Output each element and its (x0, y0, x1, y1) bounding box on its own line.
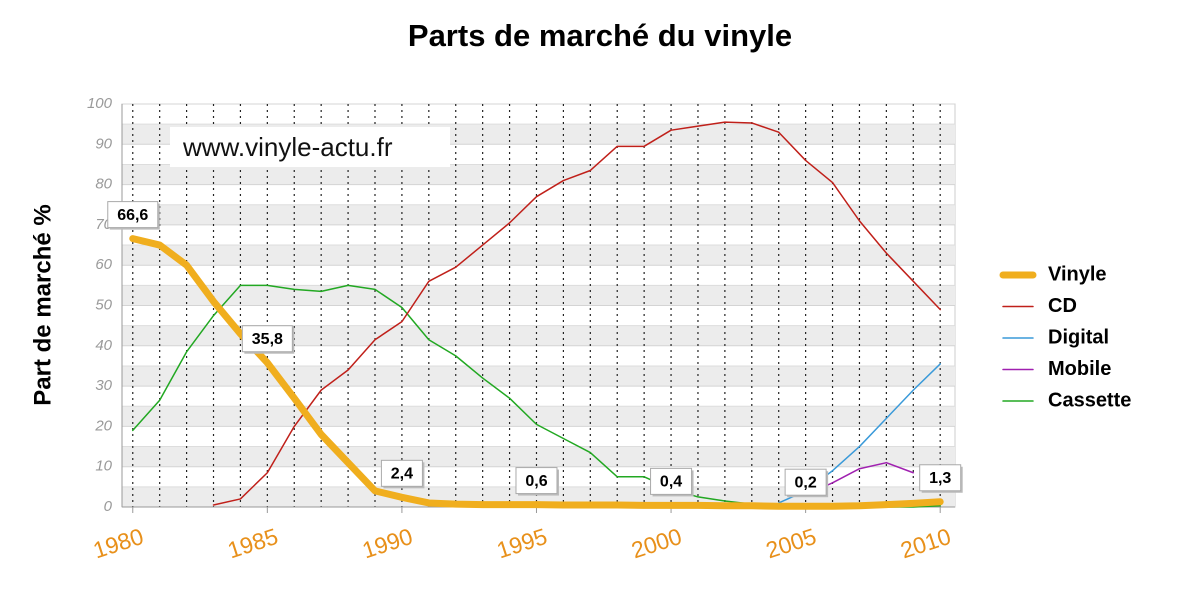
grid-band (122, 365, 955, 387)
value-label: 66,6 (117, 207, 148, 224)
y-tick-label: 80 (95, 176, 112, 193)
x-tick-label: 1990 (359, 523, 416, 564)
value-label: 1,3 (929, 470, 951, 487)
series-line (212, 121, 941, 506)
watermark: www.vinyle-actu.fr (182, 132, 393, 162)
value-label-box (241, 325, 293, 353)
grid-band (122, 325, 955, 346)
x-tick-label: 2000 (628, 523, 685, 564)
x-tick-label: 1995 (494, 523, 551, 564)
value-label-box (784, 468, 827, 496)
value-label: 0,4 (660, 474, 682, 491)
grid-band (122, 446, 955, 467)
y-tick-label: 10 (95, 458, 112, 475)
legend-label: Mobile (1048, 358, 1111, 380)
grid-band (122, 204, 955, 225)
y-tick-label: 0 (104, 498, 113, 515)
value-label-box (650, 467, 693, 495)
value-label-box (919, 464, 962, 492)
grid-band (122, 486, 955, 507)
grid-band (122, 245, 955, 266)
value-label: 35,8 (252, 331, 283, 348)
y-tick-label: 40 (95, 337, 112, 354)
legend-label: Cassette (1048, 389, 1131, 411)
legend-label: Vinyle (1048, 263, 1107, 285)
value-label-box (380, 459, 423, 487)
y-tick-label: 20 (94, 417, 112, 434)
watermark-box (170, 127, 450, 167)
y-tick-label: 60 (95, 256, 112, 273)
chart-title: Parts de marché du vinyle (408, 18, 792, 53)
y-tick-label: 30 (95, 377, 112, 394)
grid-band (122, 164, 955, 185)
y-tick-label: 50 (95, 296, 112, 313)
value-label: 0,2 (795, 474, 817, 491)
x-tick-label: 2005 (763, 523, 820, 564)
grid-band (122, 406, 955, 427)
x-tick-label: 1985 (224, 523, 281, 564)
legend-label: CD (1048, 295, 1077, 317)
value-label-box (515, 467, 558, 495)
series-line (129, 235, 944, 510)
y-tick-label: 90 (95, 135, 112, 152)
x-tick-label: 2010 (897, 523, 954, 564)
y-axis-label: Part de marché % (29, 204, 56, 405)
legend-label: Digital (1048, 326, 1109, 348)
value-label: 2,4 (391, 466, 413, 483)
value-label: 0,6 (525, 473, 547, 490)
grid-band (122, 285, 955, 306)
y-tick-label: 100 (87, 95, 113, 112)
value-label-box (107, 201, 159, 229)
x-tick-label: 1980 (90, 523, 147, 564)
